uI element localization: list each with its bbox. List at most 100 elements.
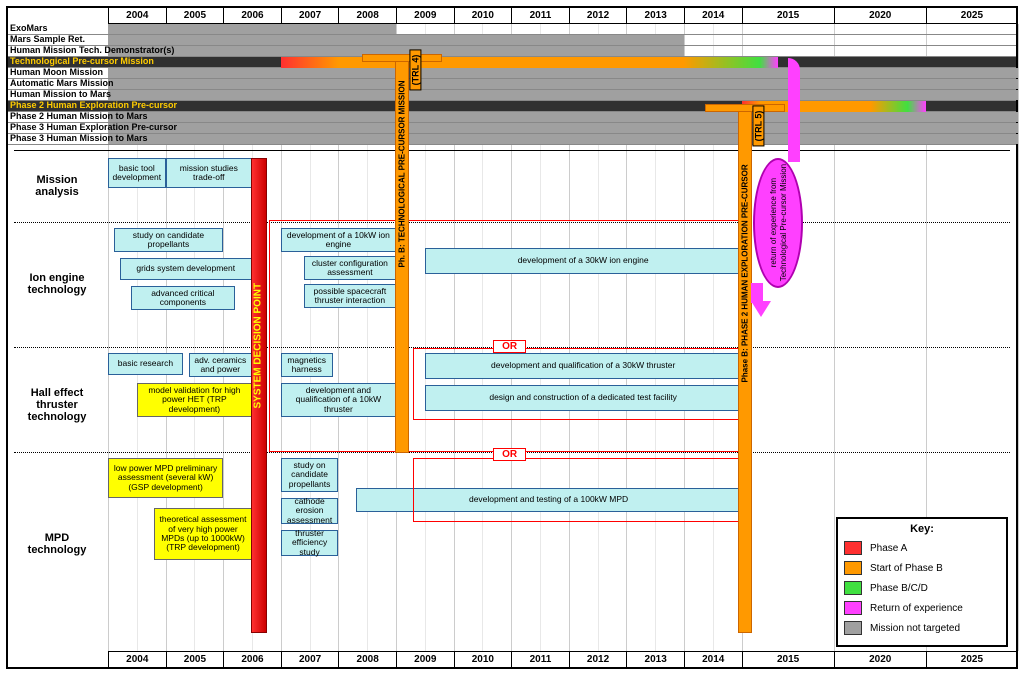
mission-row: Human Mission Tech. Demonstrator(s) [8, 46, 1016, 57]
return-ellipse-text: return of experience fromTechnological P… [769, 164, 788, 281]
task-box: mission studies trade-off [166, 158, 252, 188]
year-tick: 2012 [569, 652, 627, 667]
legend-label: Phase B/C/D [870, 583, 928, 594]
task-box: grids system development [120, 258, 252, 280]
mission-row: Phase 2 Human Exploration Pre-cursor [8, 101, 1016, 112]
mission-label: Phase 2 Human Mission to Mars [10, 111, 148, 121]
red-frame [413, 348, 741, 420]
legend-swatch [844, 601, 862, 615]
category-label: Missionanalysis [12, 174, 102, 198]
mission-bar [108, 79, 1018, 89]
mission-row: ExoMars [8, 24, 1016, 35]
task-box: adv. ceramics and power [189, 353, 252, 377]
legend-label: Return of experience [870, 603, 963, 614]
mission-label: Phase 3 Human Mission to Mars [10, 133, 148, 143]
task-box: model validation for high power HET (TRP… [137, 383, 252, 417]
milestone-label-decision: SYSTEM DECISION POINT [252, 394, 263, 408]
mission-label: Automatic Mars Mission [10, 78, 114, 88]
year-tick: 2008 [338, 8, 396, 23]
roadmap-chart: 2004200520062007200820092010201120122013… [6, 6, 1018, 669]
legend-item: Start of Phase B [844, 561, 1000, 575]
year-tick: 2015 [742, 8, 834, 23]
milestone-label-phb_tech: Ph. B: TECHNOLOGICAL PRE-CURSOR MISSION [397, 253, 406, 267]
mission-label: Mars Sample Ret. [10, 34, 85, 44]
year-tick: 2014 [684, 652, 742, 667]
year-tick: 2004 [108, 652, 166, 667]
year-tick: 2025 [926, 8, 1018, 23]
year-tick: 2009 [396, 8, 454, 23]
mission-bar [108, 35, 684, 45]
mission-label: Human Moon Mission [10, 67, 103, 77]
or-box: OR [493, 448, 526, 461]
legend-item: Phase B/C/D [844, 581, 1000, 595]
year-tick: 2011 [511, 8, 569, 23]
red-frame [413, 458, 741, 522]
year-tick: 2005 [166, 652, 224, 667]
year-tick: 2020 [834, 652, 926, 667]
legend-key: Key: Phase A Start of Phase B Phase B/C/D R… [836, 517, 1008, 647]
mission-bar [108, 112, 1018, 122]
mission-row: Phase 3 Human Mission to Mars [8, 134, 1016, 145]
task-box: low power MPD preliminary assessment (se… [108, 458, 223, 498]
task-box: thruster efficiency study [281, 530, 339, 556]
mission-row: Automatic Mars Mission [8, 79, 1016, 90]
legend-item: Phase A [844, 541, 1000, 555]
year-tick: 2015 [742, 652, 834, 667]
milestone-cap [705, 104, 785, 112]
trl-label: (TRL 5) [753, 106, 765, 147]
mission-bar [108, 123, 1018, 133]
mission-row: Human Moon Mission [8, 68, 1016, 79]
year-tick: 2005 [166, 8, 224, 23]
year-tick: 2020 [834, 8, 926, 23]
legend-swatch [844, 561, 862, 575]
milestone-cap [362, 54, 442, 62]
legend-title: Key: [844, 523, 1000, 535]
task-box: study on candidate propellants [281, 458, 339, 492]
category-label: MPDtechnology [12, 532, 102, 556]
year-tick: 2006 [223, 8, 281, 23]
legend-label: Phase A [870, 543, 907, 554]
mission-row: Technological Pre-cursor Mission [8, 57, 1016, 68]
mission-row: Phase 3 Human Exploration Pre-cursor [8, 123, 1016, 134]
legend-item: Return of experience [844, 601, 1000, 615]
mission-bar [108, 90, 1018, 100]
legend-swatch [844, 581, 862, 595]
mission-bar [108, 68, 1018, 78]
category-label: Hall effectthrustertechnology [12, 387, 102, 423]
mission-bar [108, 24, 396, 34]
mission-bar [108, 134, 1018, 144]
year-tick: 2010 [454, 652, 512, 667]
task-box: advanced critical components [131, 286, 235, 310]
year-tick: 2011 [511, 652, 569, 667]
milestone-label-phb_phase2: Phase B: PHASE 2 HUMAN EXPLORATION PRE-C… [741, 368, 750, 382]
mission-rows: ExoMarsMars Sample Ret.Human Mission Tec… [8, 24, 1016, 145]
mission-gradient-bar [281, 57, 779, 68]
task-box: theoretical assessment of very high powe… [154, 508, 252, 560]
mission-label: Technological Pre-cursor Mission [10, 56, 154, 66]
category-label: Ion enginetechnology [12, 272, 102, 296]
year-tick: 2007 [281, 652, 339, 667]
task-box: basic tool development [108, 158, 166, 188]
year-axis-top: 2004200520062007200820092010201120122013… [108, 8, 1016, 24]
year-tick: 2009 [396, 652, 454, 667]
year-axis-bottom: 2004200520062007200820092010201120122013… [108, 651, 1016, 667]
mission-label: Phase 3 Human Exploration Pre-cursor [10, 122, 177, 132]
mission-label: Human Mission to Mars [10, 89, 111, 99]
task-box: cathode erosion assessment [281, 498, 339, 524]
year-tick: 2013 [626, 652, 684, 667]
legend-swatch [844, 621, 862, 635]
year-tick: 2012 [569, 8, 627, 23]
mission-label: ExoMars [10, 23, 48, 33]
mission-label: Human Mission Tech. Demonstrator(s) [10, 45, 174, 55]
or-box: OR [493, 340, 526, 353]
legend-label: Mission not targeted [870, 623, 960, 634]
year-tick: 2025 [926, 652, 1018, 667]
trl-label: (TRL 4) [409, 50, 421, 91]
year-tick: 2008 [338, 652, 396, 667]
year-tick: 2010 [454, 8, 512, 23]
mission-label: Phase 2 Human Exploration Pre-cursor [10, 100, 177, 110]
legend-swatch [844, 541, 862, 555]
legend-item: Mission not targeted [844, 621, 1000, 635]
year-tick: 2007 [281, 8, 339, 23]
year-tick: 2006 [223, 652, 281, 667]
